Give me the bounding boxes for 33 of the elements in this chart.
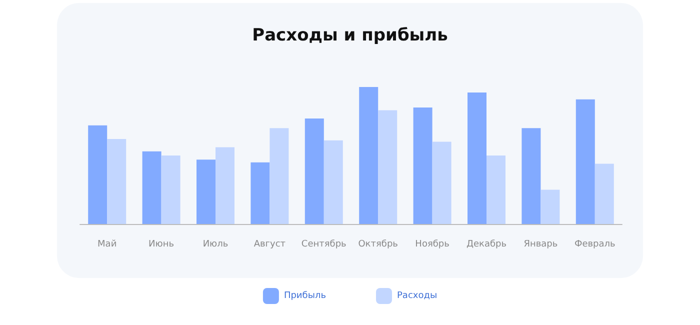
x-tick-label: Август bbox=[254, 240, 286, 250]
x-tick-label: Февраль bbox=[574, 240, 616, 250]
x-tick-label: Май bbox=[98, 240, 117, 250]
bar bbox=[378, 110, 398, 224]
bar bbox=[196, 160, 216, 224]
bar bbox=[413, 108, 432, 224]
bar bbox=[432, 142, 452, 224]
x-tick-label: Июль bbox=[202, 240, 228, 250]
x-tick-label: Сентябрь bbox=[301, 240, 346, 250]
x-tick-label: Январь bbox=[524, 240, 558, 250]
x-tick-label: Декабрь bbox=[466, 240, 507, 250]
x-tick-label: Июнь bbox=[148, 240, 174, 250]
bar bbox=[359, 87, 378, 224]
bar bbox=[142, 151, 162, 224]
bar bbox=[594, 164, 614, 224]
legend-label: Расходы bbox=[396, 291, 438, 301]
bar bbox=[270, 128, 289, 224]
bar bbox=[486, 156, 506, 224]
bar bbox=[576, 99, 595, 224]
bar bbox=[304, 118, 324, 224]
bar bbox=[522, 128, 541, 224]
x-tick-label: Октябрь bbox=[358, 240, 398, 250]
bar bbox=[250, 162, 270, 224]
bar bbox=[540, 190, 560, 224]
bar bbox=[161, 156, 180, 224]
bar bbox=[324, 140, 343, 224]
bar bbox=[107, 139, 126, 224]
x-tick-label: Ноябрь bbox=[415, 240, 450, 250]
chart-title: Расходы и прибыль bbox=[252, 26, 448, 46]
bar bbox=[468, 92, 486, 224]
bar bbox=[216, 147, 234, 224]
legend-label: Прибыль bbox=[284, 291, 326, 301]
bar bbox=[88, 125, 108, 224]
